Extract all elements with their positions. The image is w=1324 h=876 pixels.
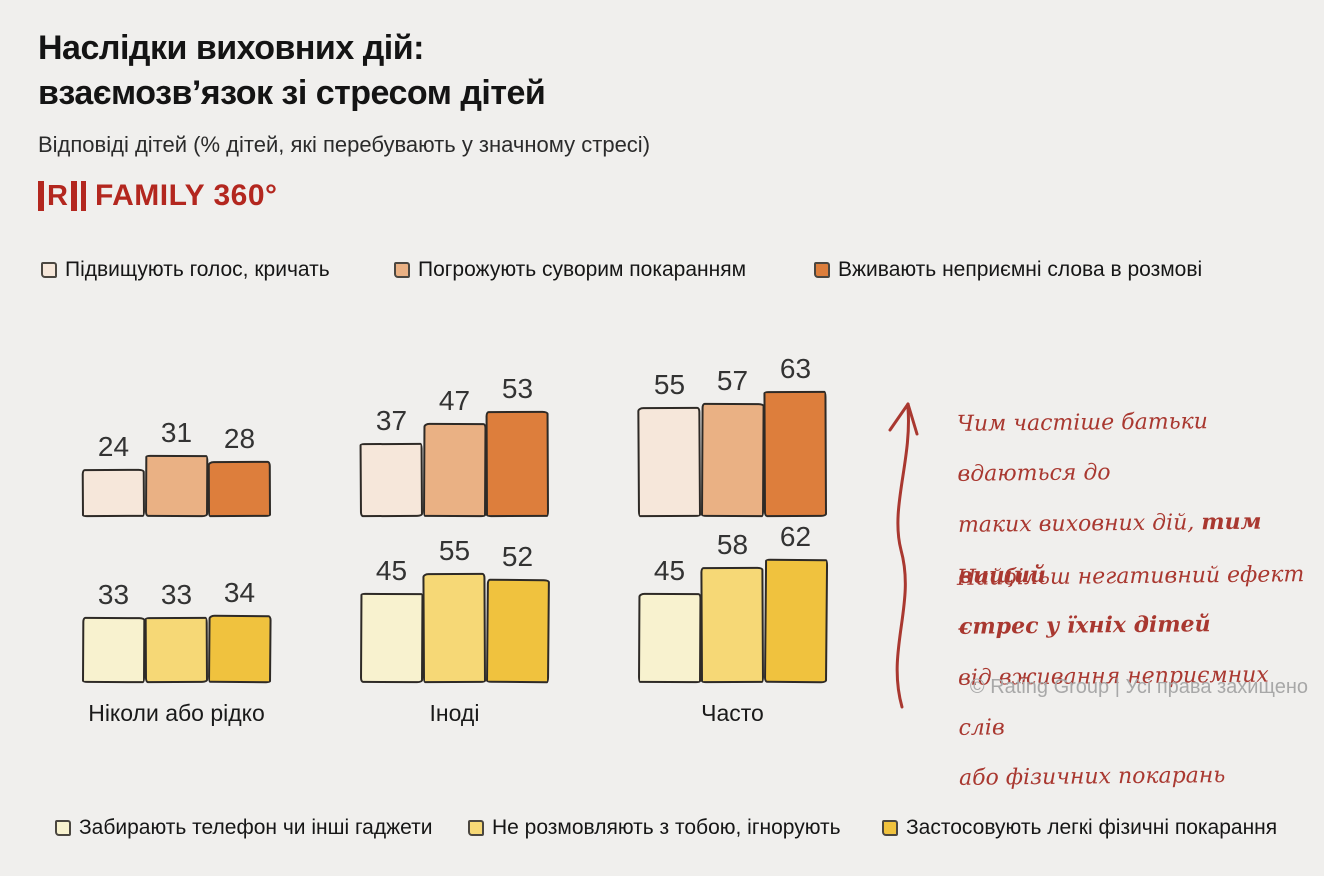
legend-label: Не розмовляють з тобою, ігнорують [492,816,841,839]
bar-top-series-1-group-3 [637,406,701,518]
bar-bottom-series-2-group-2 [422,572,486,684]
bar-bottom-series-1-group-2 [360,592,424,684]
bar-value-label: 45 [375,555,408,586]
legend-item: Забирають телефон чи інші гаджети [55,816,432,840]
category-label-1: Ніколи або рідко [88,700,265,726]
legend-label: Застосовують легкі фізичні покарання [906,816,1278,839]
annotation-line: або фізичних покарань [958,763,1226,791]
bar-top-series-3-group-2 [485,410,549,518]
copyright-notice: © Rating Group | Усі права захищено [969,676,1308,698]
bar-bottom-series-1-group-1 [82,616,146,684]
title-line-2: взаємозв’язок зі стресом дітей [38,74,546,112]
category-label-2: Іноді [429,700,480,726]
legend-top: Підвищують голос, кричать Погрожують суво… [0,258,1324,288]
bar-top-series-3-group-1 [207,460,271,518]
legend-item: Підвищують голос, кричать [41,258,330,282]
bar-value-label: 63 [779,353,812,384]
logo-divider [80,181,86,211]
bar-value-label: 31 [160,417,193,448]
category-label-3: Часто [701,700,764,726]
legend-item: Вживають неприємні слова в розмові [814,258,1202,282]
legend-label: Підвищують голос, кричать [65,258,330,281]
legend-swatch-icon [468,820,484,836]
bar-value-label: 33 [97,579,130,610]
legend-bottom: Забирають телефон чи інші гаджети Не розм… [0,816,1324,846]
bar-value-label: 24 [97,431,130,462]
bar-value-label: 55 [438,535,471,566]
bar-bottom-series-3-group-2 [486,578,550,684]
chart-subtitle: Відповіді дітей (% дітей, які перебувают… [38,132,651,157]
bar-value-label: 52 [501,541,534,572]
legend-swatch-icon [814,262,830,278]
bar-value-label: 33 [160,579,193,610]
legend-item: Застосовують легкі фізичні покарання [882,816,1277,840]
bar-bottom-series-3-group-1 [208,614,272,684]
bar-bottom-series-1-group-3 [638,592,702,684]
legend-label: Забирають телефон чи інші гаджети [79,816,433,839]
bar-top-series-2-group-2 [423,422,487,518]
legend-item: Не розмовляють з тобою, ігнорують [468,816,841,840]
bar-value-label: 45 [653,555,686,586]
bar-value-label: 47 [438,385,471,416]
bar-top-series-3-group-3 [763,390,827,518]
page-title: Наслідки виховних дій: взаємозв’язок зі с… [38,26,546,116]
bar-value-label: 55 [653,369,686,400]
annotation-line: від вживання неприємних слів [957,662,1269,741]
bar-bottom-series-2-group-1 [144,616,208,684]
bar-value-label: 37 [375,405,408,436]
bar-bottom-series-3-group-3 [764,558,829,684]
brand-logo: R FAMILY 360° [38,179,278,213]
bar-value-label: 28 [223,423,256,454]
annotation-line: Чим частіше батьки вдаються до [956,409,1209,487]
bar-top-series-2-group-3 [701,402,765,518]
legend-swatch-icon [394,262,410,278]
logo-text: FAMILY 360° [94,179,278,212]
bar-top-series-1-group-1 [81,468,145,518]
legend-swatch-icon [41,262,57,278]
bar-value-label: 57 [716,365,749,396]
bar-top-series-1-group-2 [359,442,423,518]
annotation-line: Найбільш негативний ефект – [956,562,1305,641]
bar-value-label: 58 [716,529,749,560]
legend-label: Вживають неприємні слова в розмові [838,258,1203,281]
rating-group-logo-icon: R [38,181,77,211]
legend-label: Погрожують суворим покаранням [418,258,747,281]
bar-value-label: 62 [779,521,812,552]
legend-swatch-icon [55,820,71,836]
up-arrow-icon [888,402,919,709]
title-line-1: Наслідки виховних дій: [38,29,424,67]
bar-value-label: 34 [223,577,256,608]
bar-bottom-series-2-group-3 [700,566,764,684]
bar-value-label: 53 [501,373,534,404]
bar-top-series-2-group-1 [145,454,209,518]
legend-item: Погрожують суворим покаранням [394,258,746,282]
legend-swatch-icon [882,820,898,836]
